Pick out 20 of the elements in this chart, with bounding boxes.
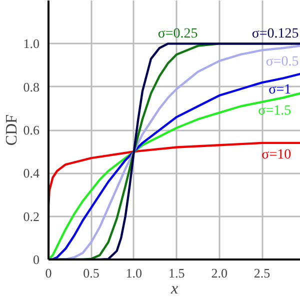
series-label: σ=0.25 bbox=[158, 26, 198, 42]
series-label: σ=0.5 bbox=[266, 54, 299, 70]
x-tick-label: 2.5 bbox=[254, 266, 270, 280]
y-tick-label: 0 bbox=[33, 252, 40, 267]
y-tick-label: 0.8 bbox=[23, 79, 40, 94]
y-axis-title: CDF bbox=[3, 114, 20, 146]
x-tick-label: 1.0 bbox=[126, 266, 142, 280]
y-tick-label: 0.4 bbox=[23, 166, 40, 181]
series-label: σ=1.5 bbox=[258, 104, 292, 119]
series-label: σ=10 bbox=[262, 147, 292, 162]
x-tick-label: 0 bbox=[45, 266, 52, 280]
series-label: σ=1 bbox=[268, 82, 292, 98]
x-tick-label: 0.5 bbox=[83, 266, 100, 280]
x-axis-title: x bbox=[170, 280, 178, 298]
x-tick-label: 1.5 bbox=[168, 266, 185, 280]
y-tick-label: 1.0 bbox=[23, 36, 40, 52]
series-label: σ=0.125 bbox=[252, 26, 299, 42]
x-tick-label: 2.0 bbox=[211, 266, 228, 280]
y-tick-label: 0.2 bbox=[23, 208, 40, 224]
y-tick-label: 0.6 bbox=[23, 122, 40, 138]
